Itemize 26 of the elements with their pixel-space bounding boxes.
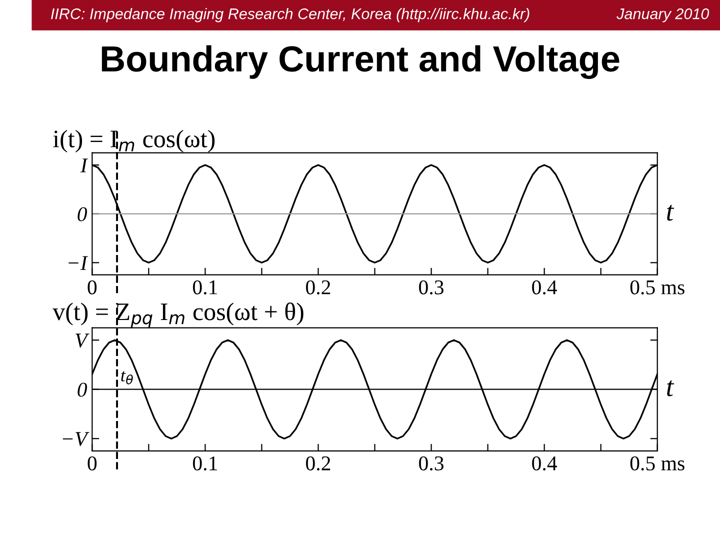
text: IIRC: Impedance Imaging Research Center, Korea (http://iirc.khu.ac.kr) — [51, 8, 530, 22]
text: −V — [62, 432, 90, 446]
ref-line-label: t$_{θ}$ — [121, 371, 133, 384]
x-tick-label: 0.4 — [532, 280, 558, 294]
text: Boundary Current and Voltage — [102, 45, 620, 80]
x-tick-label: 0.3 — [419, 456, 444, 471]
chart-title: i(t) = I$_{m}$ cos(ωt) — [53, 130, 215, 152]
x-tick-label: 0.5 ms — [630, 456, 684, 471]
x-tick-label: 0.2 — [306, 456, 330, 471]
x-tick-label: 0.1 — [192, 456, 217, 471]
x-axis-title: t — [667, 380, 674, 396]
text: 0 — [78, 382, 88, 397]
x-tick-label: 0 — [88, 280, 97, 294]
text: 0 — [78, 207, 88, 222]
x-tick-label: 0.5 ms — [630, 280, 684, 294]
text: V — [76, 334, 90, 348]
text: −I — [68, 256, 88, 270]
x-tick-label: 0.4 — [532, 456, 558, 471]
x-axis-title: t — [667, 204, 674, 221]
x-tick-label: 0.3 — [419, 280, 444, 294]
x-tick-label: 0 — [88, 456, 97, 470]
text: I — [80, 158, 88, 172]
x-tick-label: 0.1 — [192, 280, 217, 294]
chart-title: v(t) = Z$_{pq}$ I$_{m}$ cos(ωt + θ) — [52, 302, 304, 328]
text: January 2010 — [616, 8, 710, 22]
x-tick-label: 0.2 — [306, 280, 330, 294]
